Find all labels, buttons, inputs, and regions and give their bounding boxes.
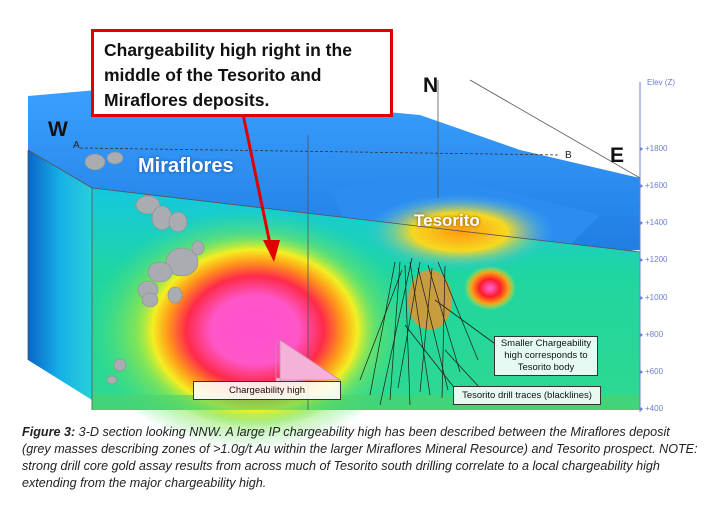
elevation-axis-ticks	[639, 147, 643, 411]
point-a-label: A	[73, 140, 80, 151]
smaller-high-leader	[434, 299, 499, 347]
elevation-tick-label: +400	[645, 404, 664, 413]
elevation-tick-label: +1000	[645, 293, 668, 302]
elevation-tick-label: +800	[645, 330, 664, 339]
west-label: W	[48, 118, 68, 141]
drill-traces-label: Tesorito drill traces (blacklines)	[453, 386, 601, 405]
figure-caption: Figure 3: 3-D section looking NNW. A lar…	[22, 424, 698, 492]
elevation-axis-title: Elev (Z)	[647, 78, 675, 87]
callout-line-3: Miraflores deposits.	[104, 90, 270, 110]
smaller-note-line-2: high corresponds to	[504, 350, 588, 361]
elevation-tick-label: +1600	[645, 181, 668, 190]
miraflores-label: Miraflores	[138, 155, 234, 177]
elevation-tick-label: +600	[645, 367, 664, 376]
smaller-chargeability-high	[464, 266, 516, 310]
callout-line-1: Chargeability high right in the	[104, 40, 352, 60]
callout-arrow-head	[263, 240, 280, 262]
left-face	[28, 150, 92, 400]
drill-traces-leader-2	[444, 349, 481, 389]
callout-line-2: middle of the Tesorito and	[104, 65, 322, 85]
smaller-chargeability-note: Smaller Chargeability high corresponds t…	[494, 336, 598, 376]
elevation-tick-label: +1400	[645, 218, 668, 227]
chargeability-high-pointer-tri	[279, 339, 342, 381]
tesorito-label: Tesorito	[414, 211, 480, 230]
chargeability-high-label: Chargeability high	[193, 381, 341, 400]
north-line	[469, 79, 641, 179]
east-label: E	[610, 144, 625, 167]
elevation-tick-label: +1800	[645, 144, 668, 153]
drill-traces-leader	[404, 324, 457, 391]
smaller-note-line-3: Tesorito body	[517, 362, 575, 373]
tesorito-anomaly	[365, 194, 555, 270]
caption-text: 3-D section looking NNW. A large IP char…	[22, 425, 698, 490]
drill-traces	[359, 257, 479, 406]
smaller-note-line-1: Smaller Chargeability	[500, 338, 592, 349]
chargeability-callout-box: Chargeability high right in the middle o…	[91, 29, 393, 117]
point-b-label: B	[565, 150, 572, 161]
caption-label: Figure 3:	[22, 425, 76, 439]
elevation-tick-label: +1200	[645, 255, 668, 264]
callout-arrow-shaft	[241, 113, 272, 245]
north-label: N	[423, 74, 439, 97]
orange-patch	[408, 270, 452, 330]
miraflores-gold-masses	[84, 151, 205, 385]
section-line-ab	[79, 147, 561, 156]
